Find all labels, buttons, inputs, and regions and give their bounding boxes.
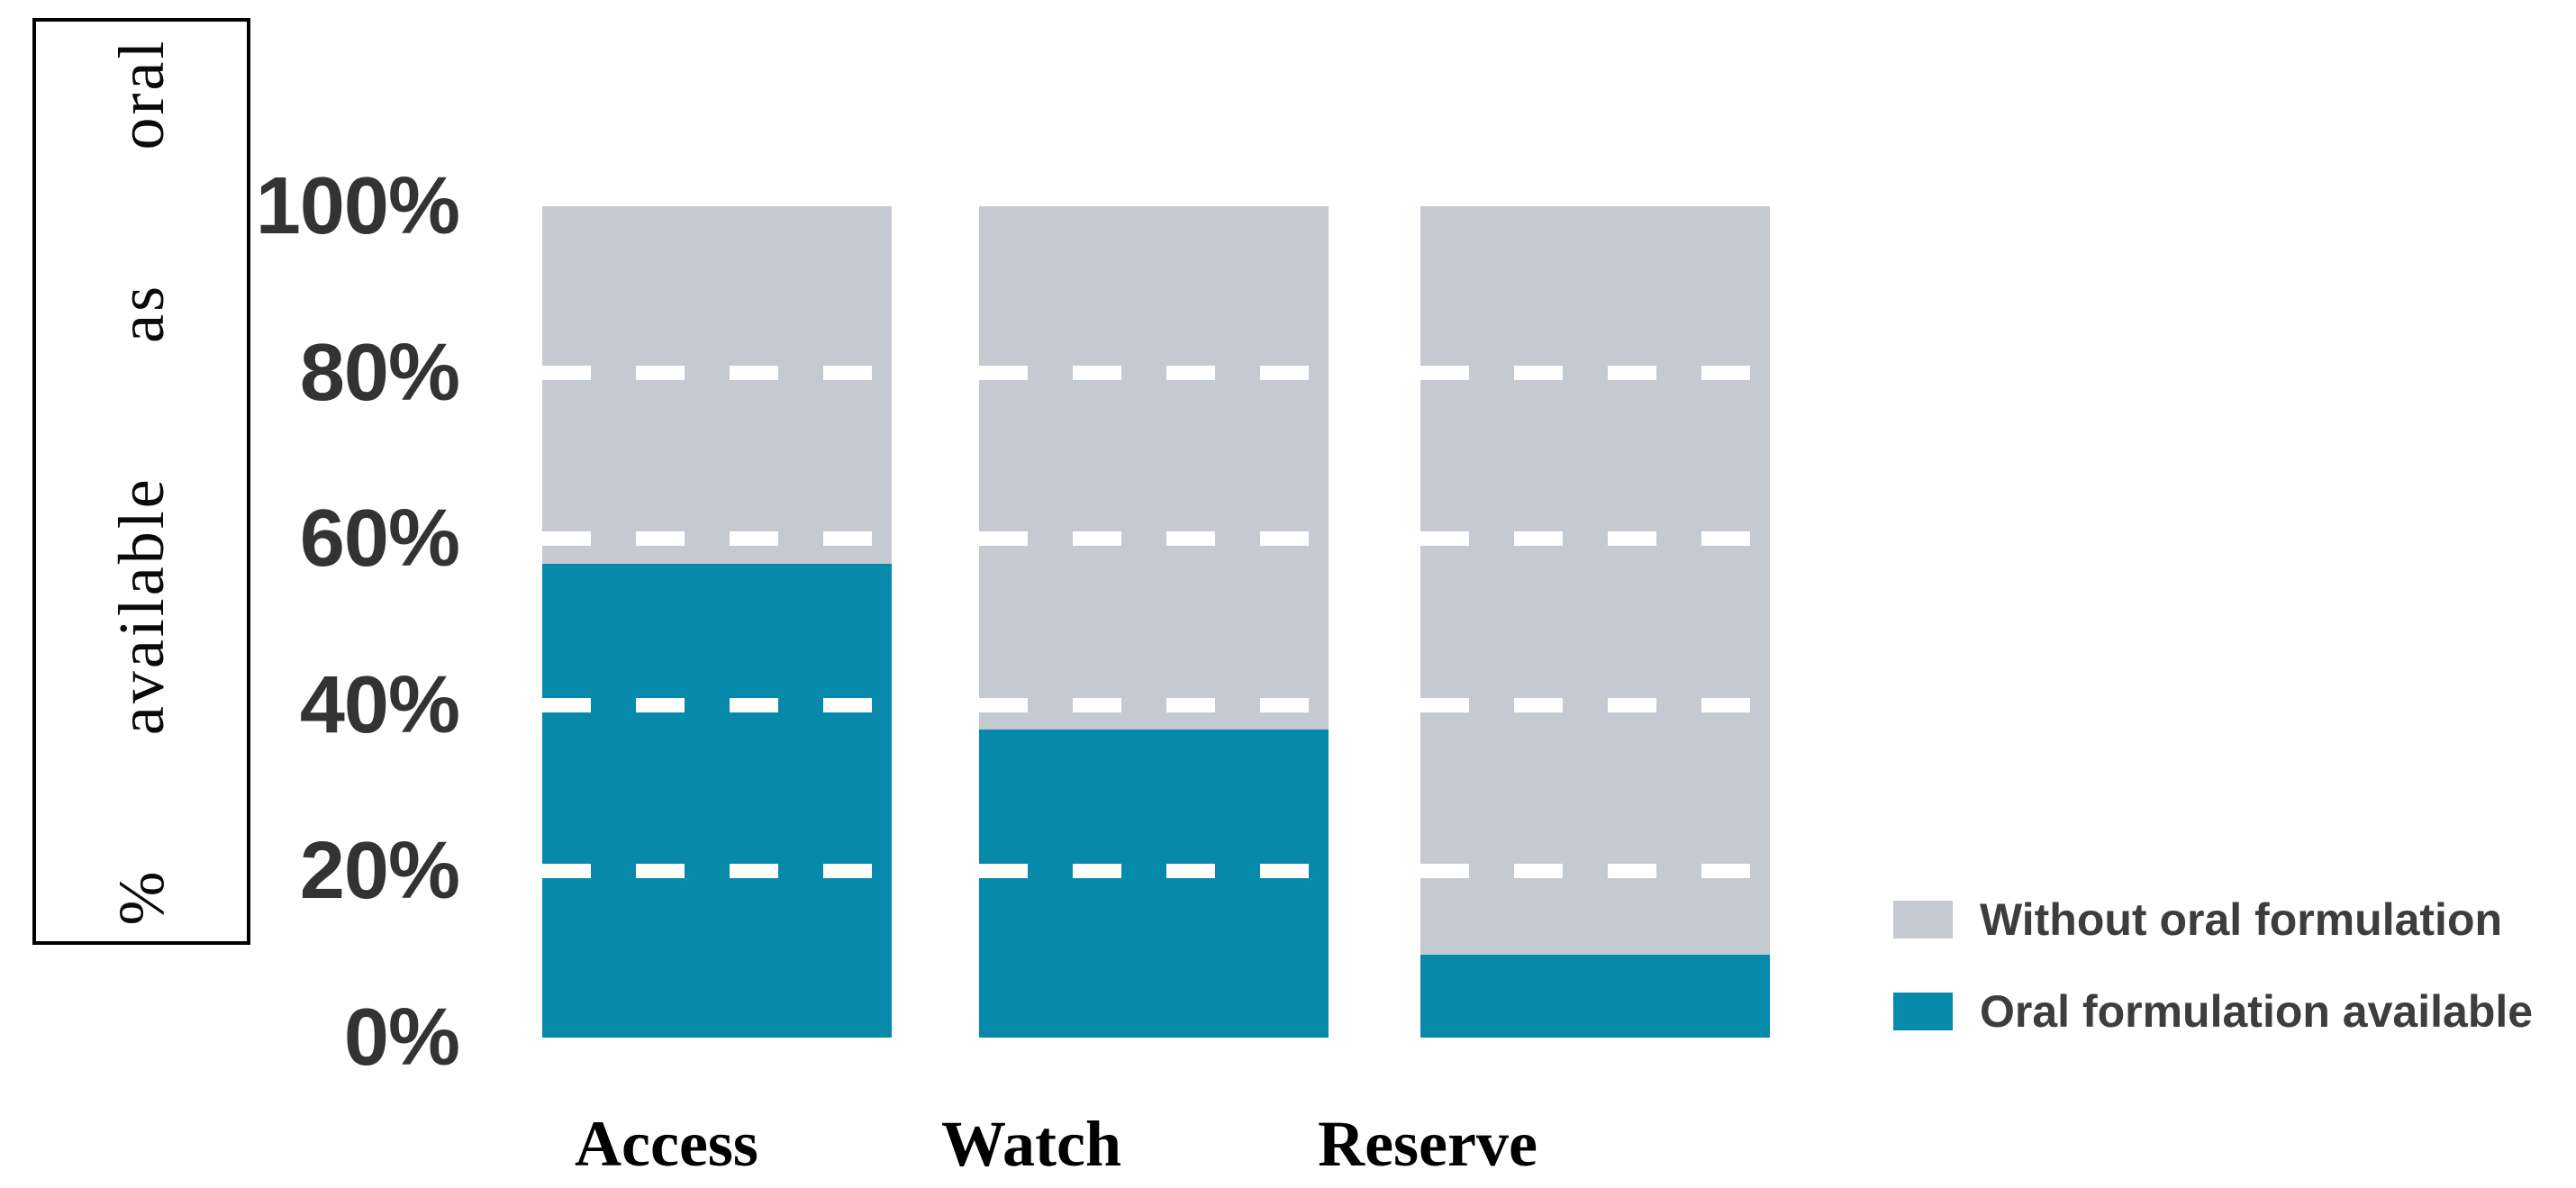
y-axis-tick-label: 40% [299,659,460,750]
dashed-gridline-80 [542,365,892,380]
y-axis-label-word: oral [104,38,177,150]
dashed-gridline-40 [979,697,1329,712]
legend-label: Oral formulation available [1980,986,2534,1037]
y-axis-tick-label: 80% [299,327,460,418]
y-axis-label-word: available [104,476,177,735]
dashed-gridline-60 [1420,531,1770,547]
bar-segment-oral-formulation-available [542,563,892,1038]
legend-label: Without oral formulation [1980,894,2503,945]
category-label-reserve: Reserve [1318,1108,1537,1180]
y-axis-tick-label: 20% [299,826,460,917]
bar-segment-oral-formulation-available [1420,954,1770,1038]
y-axis-tick-label: 60% [299,494,460,585]
dashed-gridline-20 [979,864,1329,879]
bar-reserve [1420,206,1770,1038]
legend-item: Oral formulation available [1893,988,2533,1035]
y-axis-tick-label: 100% [255,161,460,251]
legend-color-swatch [1893,901,1953,939]
y-axis-label-word: as [104,283,177,343]
y-axis-label-box: % available as oral [32,18,250,945]
dashed-gridline-20 [542,864,892,879]
dashed-gridline-20 [1420,864,1770,879]
bar-access [542,206,892,1038]
bar-watch [979,206,1329,1038]
dashed-gridline-80 [979,365,1329,380]
legend: Without oral formulation Oral formulation… [1893,896,2533,1035]
dashed-gridline-80 [1420,365,1770,380]
dashed-gridline-40 [542,697,892,712]
y-axis-tick-label: 0% [343,993,460,1083]
legend-color-swatch [1893,993,1953,1030]
bar-segment-without-oral-formulation [1420,206,1770,955]
bar-segment-oral-formulation-available [979,730,1329,1038]
y-axis-label-word: % [104,868,177,925]
dashed-gridline-60 [542,531,892,547]
dashed-gridline-60 [979,531,1329,547]
y-axis-label-text: % available as oral [101,38,182,925]
category-label-watch: Watch [940,1108,1122,1180]
bar-segment-without-oral-formulation [542,206,892,564]
dashed-gridline-40 [1420,697,1770,712]
legend-item: Without oral formulation [1893,896,2533,943]
category-label-access: Access [575,1108,758,1180]
bar-segment-without-oral-formulation [979,206,1329,730]
